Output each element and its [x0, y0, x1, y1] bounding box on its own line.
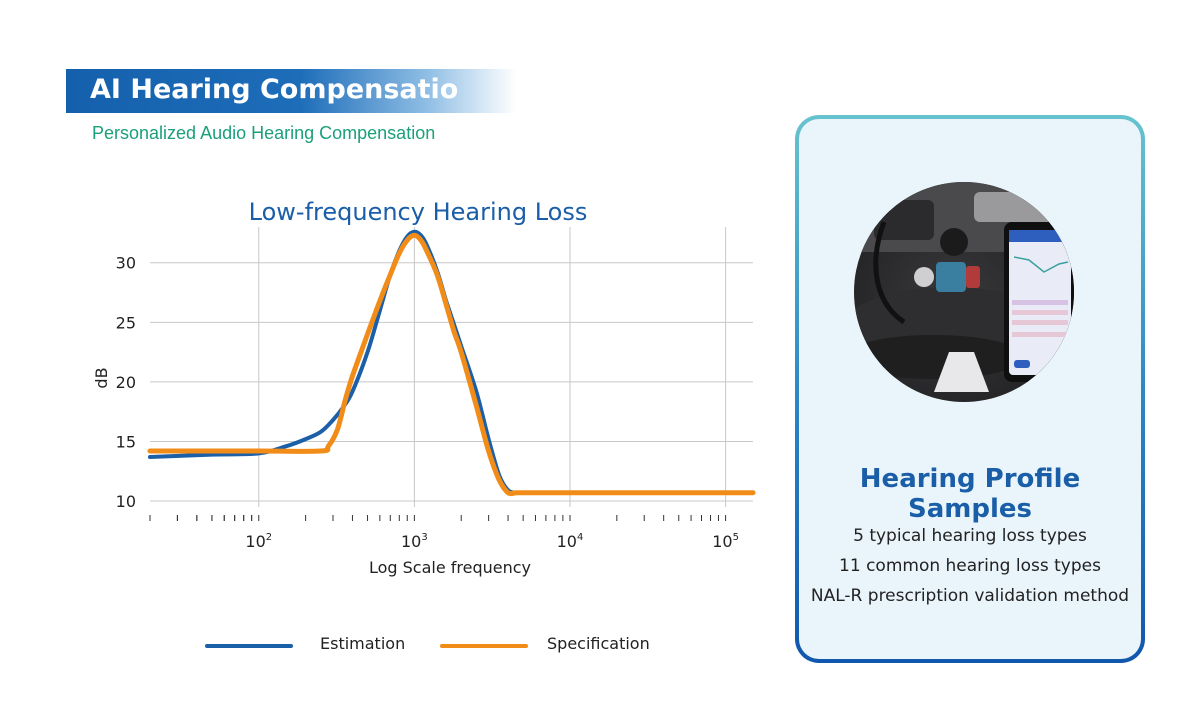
- hearing-loss-chart: Low-frequency Hearing Loss 10 15 20 25 30 102…: [92, 198, 756, 577]
- y-axis-label: dB: [92, 367, 111, 388]
- card-feature-line: 11 common hearing loss types: [839, 556, 1101, 576]
- card-feature-list: 5 typical hearing loss types 11 common h…: [799, 521, 1141, 611]
- page-title: AI Hearing Compensatio: [90, 74, 459, 105]
- series-line-specification: [147, 232, 756, 497]
- chart-title: Low-frequency Hearing Loss: [249, 198, 588, 226]
- legend-label-specification: Specification: [547, 634, 650, 653]
- x-tick-label: 103: [401, 532, 428, 551]
- series-line-estimation: [148, 229, 755, 495]
- x-axis-label: Log Scale frequency: [369, 558, 531, 577]
- legend-swatch-estimation: [205, 644, 293, 648]
- card-feature-line: 5 typical hearing loss types: [853, 526, 1087, 546]
- chart-ticks: 10 15 20 25 30 102 103 104 105: [116, 254, 739, 551]
- y-tick-label: 30: [116, 254, 136, 273]
- chart-legend: Estimation Specification: [0, 634, 780, 658]
- chart-series: [147, 229, 756, 497]
- x-tick-label: 104: [557, 532, 584, 551]
- x-tick-label: 102: [245, 532, 272, 551]
- card-feature-line: NAL-R prescription validation method: [810, 586, 1130, 606]
- header-banner: AI Hearing Compensatio: [66, 69, 516, 113]
- card-title: Hearing Profile Samples: [859, 464, 1081, 524]
- y-tick-label: 20: [116, 373, 136, 392]
- y-tick-label: 25: [116, 313, 136, 332]
- hearing-test-photo: [854, 182, 1074, 402]
- y-tick-label: 10: [116, 492, 136, 511]
- legend-swatch-specification: [440, 644, 528, 648]
- chart-grid: [150, 227, 753, 507]
- x-tick-label: 105: [712, 532, 739, 551]
- hearing-profile-card: Hearing Profile Samples 5 typical hearin…: [795, 115, 1145, 663]
- photo-illustration: [854, 182, 1074, 392]
- page-subtitle: Personalized Audio Hearing Compensation: [92, 123, 436, 143]
- y-tick-label: 15: [116, 432, 136, 451]
- legend-label-estimation: Estimation: [320, 634, 406, 653]
